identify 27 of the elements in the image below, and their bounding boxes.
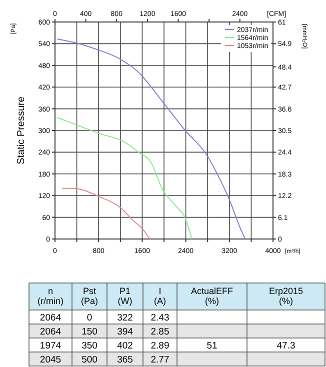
text: 47.3 <box>276 340 296 352</box>
text: 2045 <box>40 354 62 366</box>
text: 2064 <box>40 326 62 338</box>
line-series <box>56 116 192 240</box>
text: 1974 <box>40 340 62 352</box>
text: 350 <box>82 340 98 352</box>
category-label: I (A) <box>154 286 166 306</box>
text: 2.43 <box>150 312 170 324</box>
text: 500 <box>82 354 98 366</box>
text: 2064 <box>40 312 62 324</box>
text: 2.77 <box>150 354 170 366</box>
y-axis-title: Static Pressure <box>16 96 27 164</box>
text: 2.89 <box>150 340 170 352</box>
category-label: P1 (W) <box>118 286 132 306</box>
category-label: n (r/min) <box>38 286 64 306</box>
text: 150 <box>82 326 98 338</box>
text: 322 <box>117 312 133 324</box>
line-series <box>62 188 150 240</box>
category-label: Pst (Pa) <box>80 286 98 306</box>
text: 365 <box>117 354 133 366</box>
text: 51 <box>206 340 218 352</box>
category-label: Erp2015 (%) <box>268 286 304 306</box>
category-label: ActualEFF (%) <box>190 286 234 306</box>
text: 2.85 <box>150 326 170 338</box>
text: 394 <box>117 326 133 338</box>
text: 0 <box>86 312 92 324</box>
text: 402 <box>117 340 133 352</box>
